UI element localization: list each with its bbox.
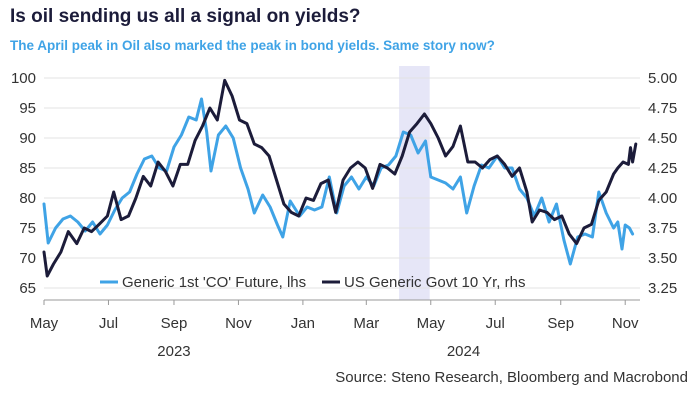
series-line-yield <box>42 78 638 278</box>
highlight-band <box>399 66 430 300</box>
x-tick-label: Nov <box>612 315 639 332</box>
x-tick-label: May <box>417 315 446 332</box>
y-left-tick-label: 85 <box>19 160 36 177</box>
x-axis: May Jul Sep Nov Jan Mar May Jul Sep Nov 2023 2024 <box>30 299 640 360</box>
x-tick-label: Sep <box>161 315 188 332</box>
y-right-tick-label: 4.75 <box>648 100 677 117</box>
y-right-tick-label: 3.50 <box>648 250 677 267</box>
legend-label-yield: US Generic Govt 10 Yr, rhs <box>344 274 525 291</box>
x-tick-label: Jan <box>291 315 315 332</box>
x-tick-label: Sep <box>547 315 574 332</box>
y-left-tick-label: 75 <box>19 220 36 237</box>
y-left-tick-label: 65 <box>19 280 36 297</box>
x-tick-label: May <box>30 315 59 332</box>
series-line-oil <box>42 97 635 266</box>
y-right-tick-label: 4.00 <box>648 190 677 207</box>
y-axis-right: 3.25 3.50 3.75 4.00 4.25 4.50 4.75 5.00 <box>648 70 677 297</box>
x-tick-label: Mar <box>353 315 379 332</box>
y-left-tick-label: 80 <box>19 190 36 207</box>
chart-subtitle: The April peak in Oil also marked the pe… <box>10 38 495 53</box>
chart-title: Is oil sending us all a signal on yields… <box>10 6 361 27</box>
highlight-band-layer <box>399 66 430 300</box>
y-left-tick-label: 100 <box>11 70 36 87</box>
source-note: Source: Steno Research, Bloomberg and Ma… <box>335 369 688 386</box>
y-axis-left: 65 70 75 80 85 90 95 100 <box>11 70 36 297</box>
y-right-tick-label: 5.00 <box>648 70 677 87</box>
x-year-label: 2023 <box>157 343 190 360</box>
x-tick-label: Jul <box>99 315 118 332</box>
y-right-tick-label: 3.75 <box>648 220 677 237</box>
y-left-tick-label: 95 <box>19 100 36 117</box>
grid-layer <box>44 77 640 289</box>
y-right-tick-label: 3.25 <box>648 280 677 297</box>
x-tick-label: Jul <box>486 315 505 332</box>
x-year-label: 2024 <box>447 343 480 360</box>
x-tick-label: Nov <box>225 315 252 332</box>
y-left-tick-label: 90 <box>19 130 36 147</box>
y-right-tick-label: 4.50 <box>648 130 677 147</box>
legend: Generic 1st 'CO' Future, lhs US Generic … <box>100 274 525 291</box>
y-right-tick-label: 4.25 <box>648 160 677 177</box>
legend-label-oil: Generic 1st 'CO' Future, lhs <box>122 274 306 291</box>
y-left-tick-label: 70 <box>19 250 36 267</box>
series-layer <box>42 78 638 278</box>
